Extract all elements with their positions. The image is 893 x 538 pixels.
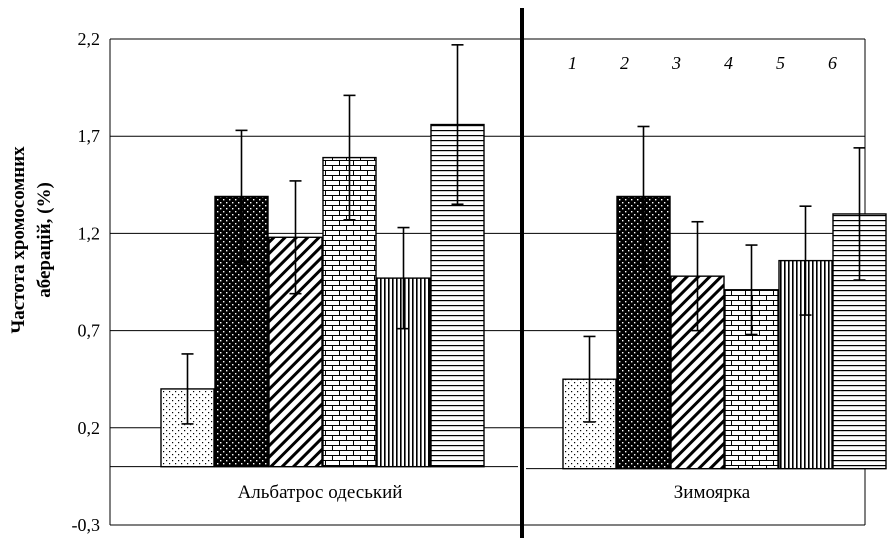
group-label-2: Зимоярка: [674, 482, 751, 503]
series-number-1: 1: [568, 53, 577, 73]
series-number-2: 2: [620, 53, 629, 73]
series-number-5: 5: [776, 53, 785, 73]
y-tick-labels: 2,2 1,7 1,2 0,7 0,2 -0,3: [72, 29, 101, 535]
y-axis-label-line2: аберацій, (%): [34, 182, 55, 298]
y-tick-label: 0,2: [78, 418, 101, 438]
group-label-1: Альбатрос одеський: [238, 482, 403, 503]
y-tick-label: 0,7: [78, 321, 101, 341]
series-number-3: 3: [671, 53, 681, 73]
bar-2-group-1: [214, 195, 269, 468]
series-numbers: 1 2 3 4 5 6: [568, 53, 837, 73]
error-bars: [181, 44, 866, 425]
y-axis-label: Частота хромосомних: [8, 146, 29, 334]
series-number-6: 6: [828, 53, 837, 73]
series-number-4: 4: [724, 53, 733, 73]
y-tick-label: -0,3: [72, 515, 101, 535]
y-tick-label: 1,2: [78, 223, 101, 243]
y-tick-label: 1,7: [78, 126, 101, 146]
y-tick-label: 2,2: [78, 29, 101, 49]
